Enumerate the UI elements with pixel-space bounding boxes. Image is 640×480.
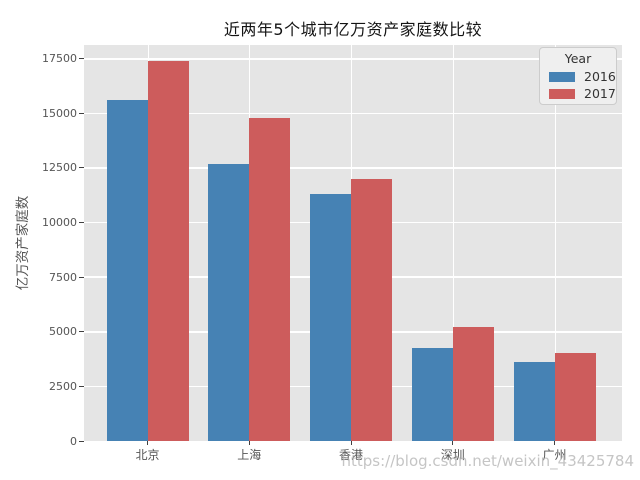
bar-2016-深圳 bbox=[411, 348, 453, 441]
ytick-mark-15000 bbox=[79, 112, 84, 114]
legend-item-2017: 2017 bbox=[549, 86, 616, 101]
xtick-mark-上海 bbox=[248, 441, 250, 445]
ytick-label-15000: 15000 bbox=[42, 106, 77, 120]
bar-2016-上海 bbox=[208, 163, 250, 441]
bar-2017-香港 bbox=[351, 178, 392, 441]
xtick-mark-广州 bbox=[554, 441, 555, 445]
bar-2017-深圳 bbox=[452, 327, 494, 441]
watermark: https://blog.csdn.net/weixin_43425784 bbox=[341, 452, 634, 470]
ytick-mark-7500 bbox=[79, 276, 84, 278]
legend-item-2016: 2016 bbox=[549, 69, 616, 84]
bar-2016-北京 bbox=[106, 100, 148, 441]
ytick-mark-5000 bbox=[79, 331, 84, 333]
xtick-label-深圳: 深圳 bbox=[440, 448, 465, 462]
gridline-h-12500 bbox=[84, 167, 622, 169]
xtick-mark-北京 bbox=[147, 441, 148, 445]
ytick-mark-10000 bbox=[79, 222, 84, 224]
legend-label-2016: 2016 bbox=[584, 69, 616, 84]
legend-label-2017: 2017 bbox=[584, 86, 616, 101]
xtick-mark-深圳 bbox=[452, 441, 454, 445]
xtick-label-北京: 北京 bbox=[135, 448, 160, 462]
bar-2017-北京 bbox=[147, 60, 189, 441]
xtick-mark-香港 bbox=[350, 441, 352, 445]
ytick-label-5000: 5000 bbox=[49, 325, 77, 339]
ytick-mark-12500 bbox=[79, 167, 84, 169]
legend-swatch-2017 bbox=[549, 88, 575, 99]
xtick-label-上海: 上海 bbox=[237, 448, 262, 462]
gridline-h-17500 bbox=[84, 58, 622, 60]
bar-2016-广州 bbox=[513, 361, 555, 441]
ytick-label-12500: 12500 bbox=[42, 161, 77, 175]
legend: Year 2016 2017 bbox=[539, 47, 617, 105]
ytick-mark-17500 bbox=[79, 58, 84, 60]
gridline-v-3 bbox=[452, 45, 454, 441]
bar-2016-香港 bbox=[310, 194, 351, 441]
bar-2017-广州 bbox=[554, 353, 596, 441]
ytick-label-17500: 17500 bbox=[42, 52, 77, 66]
bar-2017-上海 bbox=[249, 117, 291, 441]
gridline-v-4 bbox=[554, 45, 556, 441]
xtick-label-香港: 香港 bbox=[338, 448, 363, 462]
chart-title: 近两年5个城市亿万资产家庭数比较 bbox=[223, 20, 483, 39]
xtick-label-广州: 广州 bbox=[542, 448, 567, 462]
legend-swatch-2016 bbox=[549, 71, 575, 82]
gridline-h-15000 bbox=[84, 112, 622, 115]
ytick-mark-0 bbox=[79, 440, 84, 442]
ytick-label-2500: 2500 bbox=[49, 379, 77, 393]
plot-area bbox=[84, 45, 622, 441]
ytick-mark-2500 bbox=[79, 385, 84, 387]
legend-title: Year bbox=[564, 51, 592, 66]
ytick-label-7500: 7500 bbox=[49, 270, 77, 284]
ytick-label-10000: 10000 bbox=[42, 216, 77, 230]
ytick-label-0: 0 bbox=[70, 434, 77, 448]
